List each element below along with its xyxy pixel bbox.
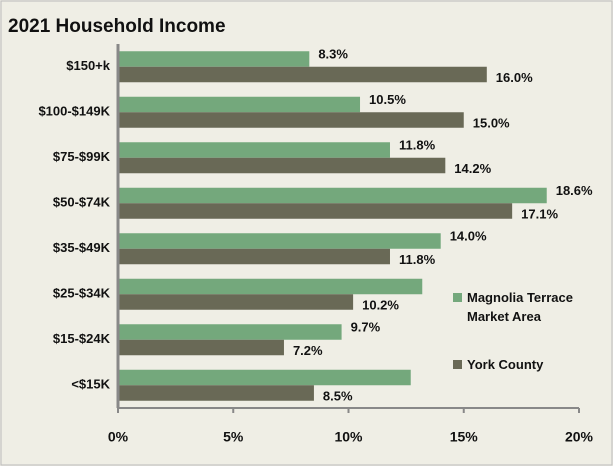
bar: [118, 248, 390, 265]
data-label: 16.0%: [496, 70, 533, 85]
x-tick-label: 0%: [108, 429, 129, 445]
bar: [118, 233, 441, 249]
y-tick-label: $75-$99K: [53, 149, 111, 164]
bar: [118, 294, 354, 310]
y-tick-label: $100-$149K: [38, 104, 110, 119]
bar: [118, 112, 464, 128]
data-label: 10.2%: [362, 297, 399, 312]
bar: [118, 142, 390, 158]
y-tick-label: $15-$24K: [53, 331, 111, 346]
data-label: 7.2%: [293, 343, 323, 358]
x-tick-label: 10%: [334, 429, 363, 445]
data-label: 8.5%: [323, 388, 353, 403]
bar: [118, 369, 411, 386]
data-label: 11.8%: [399, 137, 436, 152]
data-label: 15.0%: [473, 115, 510, 130]
bar: [118, 66, 487, 83]
legend-label: Magnolia Terrace Market Area: [467, 290, 573, 324]
x-tick-label: 5%: [223, 429, 244, 445]
bar: [118, 385, 314, 401]
y-tick-label: $50-$74K: [53, 195, 111, 210]
y-tick-label: $150+k: [66, 58, 111, 73]
bar: [118, 339, 284, 356]
bar: [118, 157, 446, 174]
legend-swatch: [453, 293, 462, 302]
bar: [118, 96, 361, 113]
bar: [118, 187, 547, 204]
chart-title: 2021 Household Income: [8, 16, 226, 37]
bar: [118, 278, 423, 295]
bar: [118, 51, 310, 67]
data-label: 9.7%: [351, 319, 381, 334]
bar: [118, 203, 513, 219]
data-label: 14.0%: [450, 228, 487, 243]
legend-label: York County: [467, 357, 544, 372]
x-tick-label: 15%: [450, 429, 479, 445]
data-label: 10.5%: [369, 92, 406, 107]
data-label: 14.2%: [454, 161, 491, 176]
data-label: 11.8%: [399, 252, 436, 267]
y-tick-label: $35-$49K: [53, 240, 111, 255]
y-tick-label: $25-$34K: [53, 286, 111, 301]
data-label: 17.1%: [521, 206, 558, 221]
data-label: 8.3%: [318, 46, 348, 61]
data-label: 18.6%: [556, 183, 593, 198]
bar: [118, 324, 342, 340]
legend-swatch: [453, 360, 462, 369]
x-tick-label: 20%: [565, 429, 594, 445]
y-tick-label: <$15K: [71, 377, 110, 392]
